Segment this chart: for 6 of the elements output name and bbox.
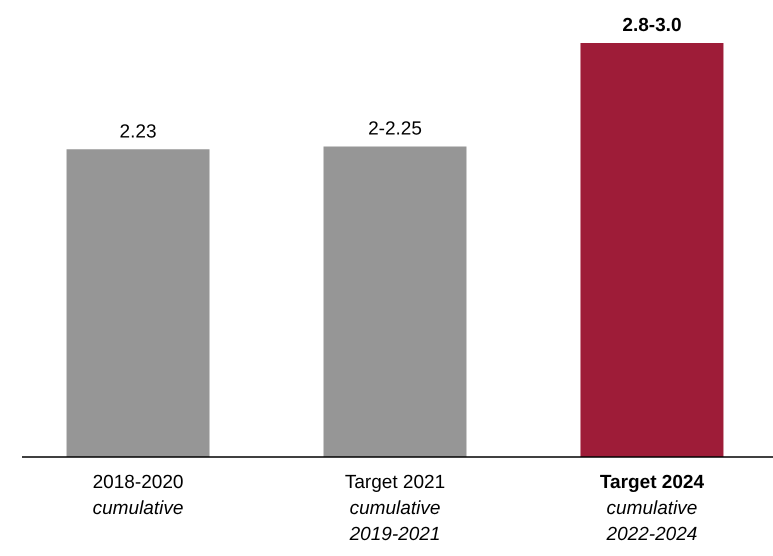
data-label: 2-2.25: [368, 118, 422, 140]
x-tick-label: 2018-2020 cumulative: [92, 472, 184, 519]
data-label: 2.23: [120, 121, 157, 142]
x-tick-label: Target 2021 cumulative 2019-2021: [344, 472, 446, 545]
data-label: 2.8-3.0: [622, 15, 682, 36]
x-tick-label: Target 2024 cumulative 2022-2024: [600, 472, 704, 545]
